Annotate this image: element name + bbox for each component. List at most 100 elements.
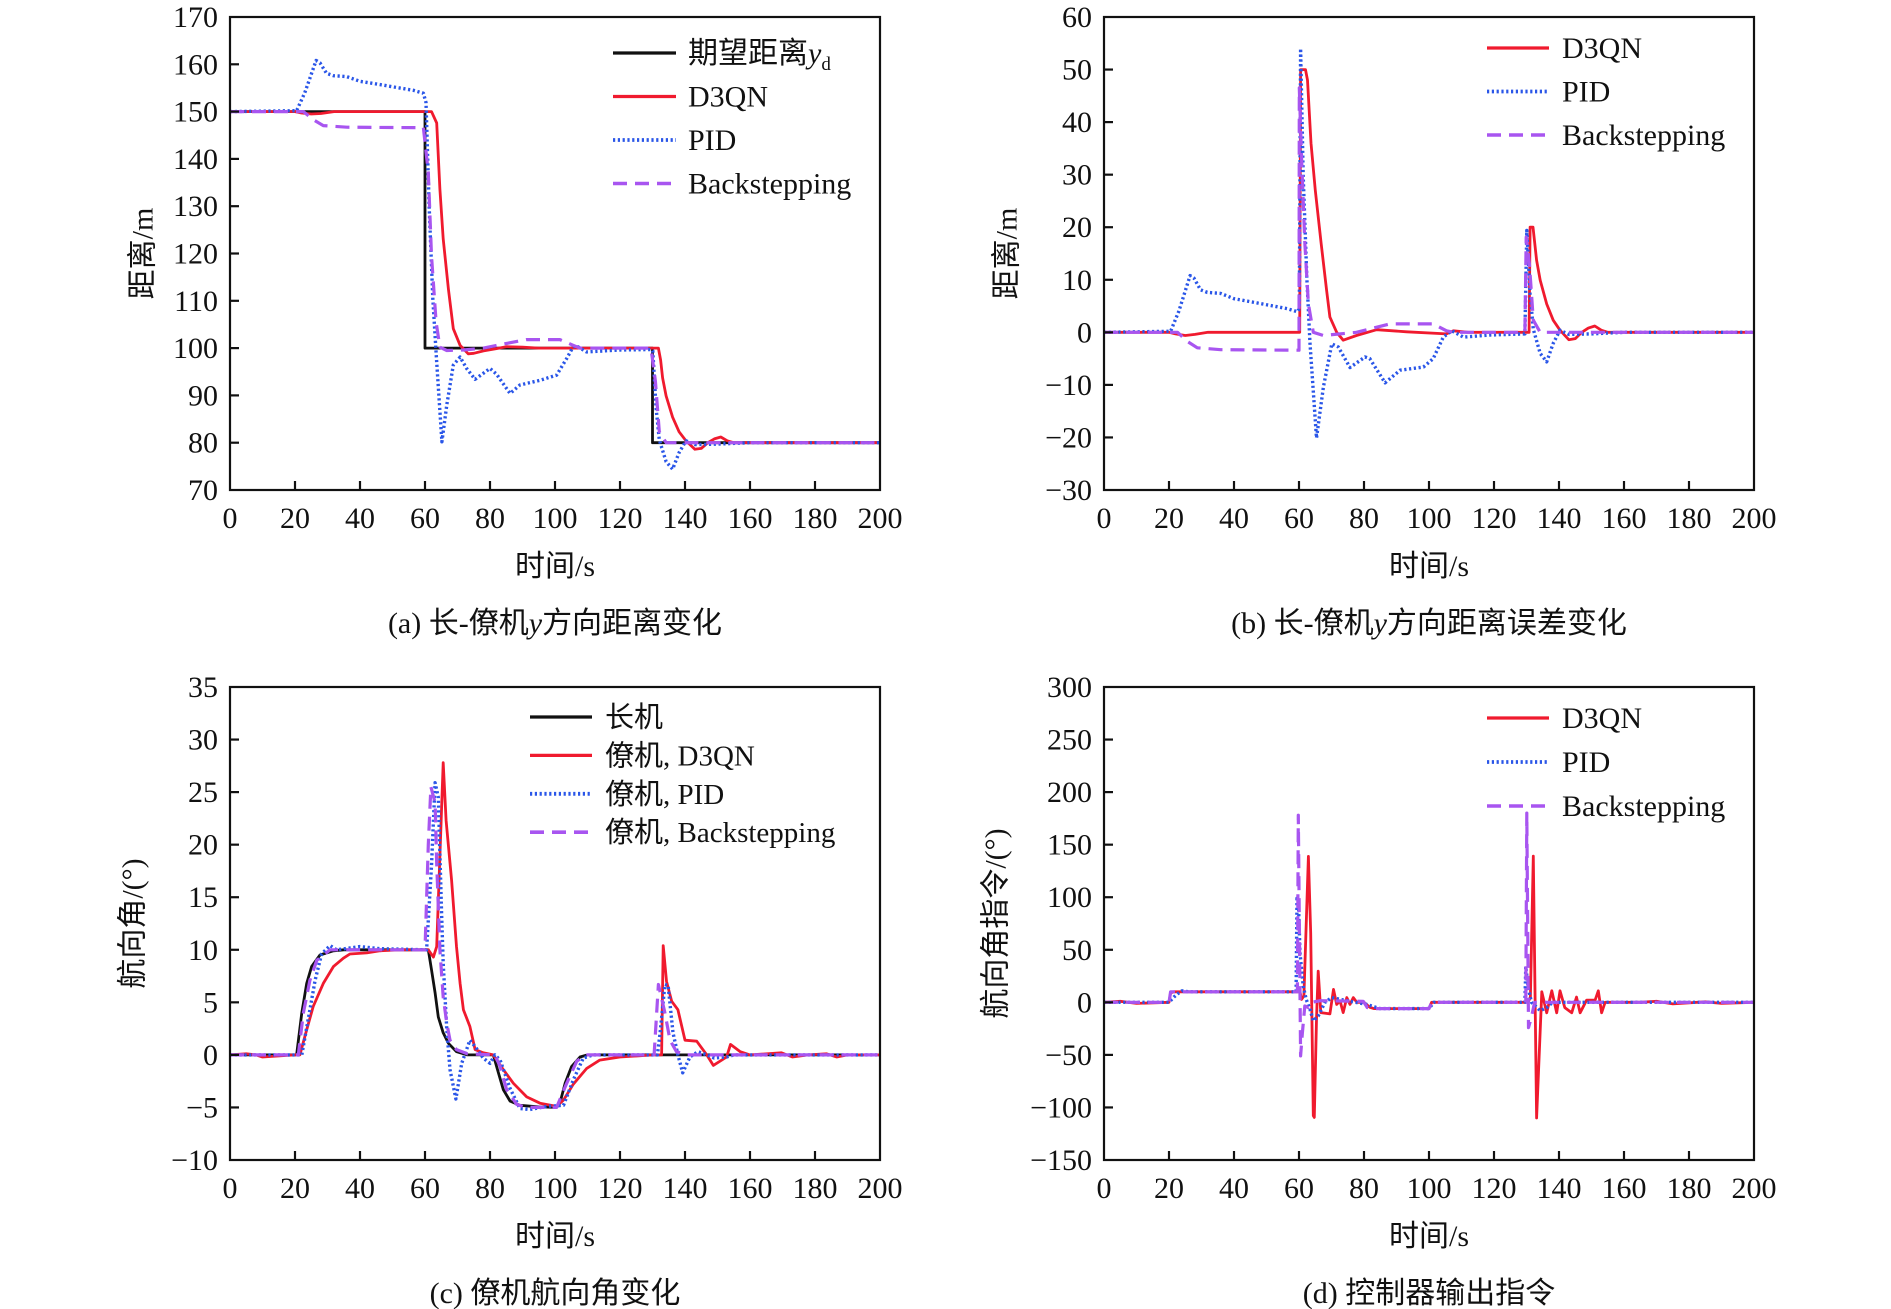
x-tick-label: 140 (1537, 502, 1582, 535)
y-tick-label: −5 (186, 1091, 218, 1124)
x-tick-label: 160 (728, 502, 773, 535)
legend-label: PID (1562, 746, 1610, 779)
series-line-d3qn (230, 761, 880, 1108)
y-tick-label: 15 (188, 881, 218, 914)
legend-item-backstepping: Backstepping (613, 168, 851, 201)
x-tick-label: 20 (1154, 1172, 1184, 1205)
y-tick-label: −150 (1030, 1144, 1092, 1177)
legend-item-pid: PID (1487, 746, 1610, 779)
series-line-backstepping (1104, 86, 1754, 352)
legend-label: Backstepping (688, 168, 851, 201)
text-part: Backstepping (1562, 790, 1725, 823)
x-tick-label: 200 (1732, 1172, 1777, 1205)
x-tick-label: 80 (475, 1172, 505, 1205)
legend: D3QN PID Backstepping (1487, 32, 1725, 152)
x-tick-label: 60 (1284, 502, 1314, 535)
text-part: (d) 控制器输出指令 (1303, 1277, 1555, 1309)
legend-item-backstepping: Backstepping (1487, 119, 1725, 152)
chart-panel-c: 0 20 40 60 80 100 120 140 160 180 200 −10 −5 0 5 10 15 20… (117, 671, 903, 1309)
text-part: PID (688, 124, 736, 157)
x-tick-label: 80 (475, 502, 505, 535)
legend-item-d3qn: D3QN (613, 81, 768, 114)
x-tick-label: 60 (410, 502, 440, 535)
text-part: Backstepping (688, 168, 851, 201)
x-tick-label: 40 (345, 1172, 375, 1205)
y-tick-label: −30 (1045, 474, 1092, 507)
series-line-pid (1104, 46, 1754, 440)
chart-caption: (b) 长-僚机y方向距离误差变化 (1231, 607, 1627, 640)
x-tick-label: 100 (533, 1172, 578, 1205)
y-tick-label: 10 (1062, 264, 1092, 297)
legend-item-pid: PID (1487, 76, 1610, 109)
plot-frame (228, 685, 882, 1162)
y-tick-label: 20 (1062, 211, 1092, 244)
series-line-desired (230, 110, 880, 445)
x-tick-label: 140 (663, 502, 708, 535)
subscript-text: d (821, 54, 831, 75)
series-line-d3qn (1104, 68, 1754, 342)
x-tick-label: 160 (1602, 1172, 1647, 1205)
x-axis-title: 时间/s (515, 1220, 595, 1253)
x-tick-label: 0 (223, 502, 238, 535)
text-part: D3QN (1562, 702, 1642, 735)
legend-label: D3QN (688, 81, 768, 114)
text-part: 僚机, Backstepping (605, 816, 835, 849)
x-tick-label: 60 (1284, 1172, 1314, 1205)
x-axis-title: 时间/s (515, 550, 595, 583)
y-tick-label: 170 (173, 1, 218, 34)
legend-item-d3qn: D3QN (1487, 702, 1642, 735)
x-tick-label: 120 (598, 502, 643, 535)
x-tick-label: 180 (1667, 502, 1712, 535)
x-tick-label: 160 (728, 1172, 773, 1205)
legend-label: 僚机, PID (605, 778, 724, 811)
legend-label: D3QN (1562, 702, 1642, 735)
y-tick-label: 150 (173, 96, 218, 129)
x-tick-label: 180 (793, 502, 838, 535)
text-part: 方向距离变化 (542, 607, 722, 640)
series-line-backstepping (230, 785, 880, 1109)
legend: D3QN PID Backstepping (1487, 702, 1725, 823)
text-part: (c) 僚机航向角变化 (430, 1277, 681, 1309)
chart-panel-b: 0 20 40 60 80 100 120 140 160 180 200 −30 −20 −10 0 10 2… (991, 1, 1777, 640)
x-axis-title: 时间/s (1389, 550, 1469, 583)
x-tick-label: 80 (1349, 1172, 1379, 1205)
text-part: Backstepping (1562, 119, 1725, 152)
series-line-leader (230, 948, 880, 1109)
chart-caption: (d) 控制器输出指令 (1303, 1277, 1555, 1309)
y-tick-label: 250 (1047, 724, 1092, 757)
legend-item-d3qn: D3QN (1487, 32, 1642, 65)
x-tick-label: 200 (858, 502, 903, 535)
text-part: 期望距离 (688, 37, 808, 70)
x-tick-label: 60 (410, 1172, 440, 1205)
series-line-pid (230, 781, 880, 1112)
y-tick-label: 130 (173, 190, 218, 223)
text-part: (b) 长-僚机 (1231, 607, 1373, 640)
x-tick-label: 20 (280, 1172, 310, 1205)
y-tick-label: 160 (173, 48, 218, 81)
x-tick-label: 40 (345, 502, 375, 535)
y-tick-label: 40 (1062, 106, 1092, 139)
x-tick-label: 120 (1472, 502, 1517, 535)
chart-panel-a: 0 20 40 60 80 100 120 140 160 180 200 70 80 90 100 110 1… (127, 1, 903, 640)
legend-item-backstepping: 僚机, Backstepping (530, 816, 835, 849)
legend: 期望距离yd D3QN PID Backstepping (613, 37, 851, 201)
y-tick-label: 35 (188, 671, 218, 704)
x-tick-label: 0 (223, 1172, 238, 1205)
plot-frame (228, 15, 882, 492)
y-tick-label: −50 (1045, 1039, 1092, 1072)
y-tick-label: −10 (171, 1144, 218, 1177)
italic-text: y (1371, 607, 1388, 640)
y-tick-label: 5 (203, 986, 218, 1019)
y-tick-label: 0 (1077, 986, 1092, 1019)
chart-panel-d: 0 20 40 60 80 100 120 140 160 180 200 −150 −100 −50 0 5… (980, 671, 1777, 1309)
text-part: D3QN (688, 81, 768, 114)
legend-label: D3QN (1562, 32, 1642, 65)
x-tick-label: 180 (1667, 1172, 1712, 1205)
y-tick-label: 20 (188, 829, 218, 862)
y-tick-label: 300 (1047, 671, 1092, 704)
x-tick-label: 200 (858, 1172, 903, 1205)
y-tick-label: 140 (173, 143, 218, 176)
y-tick-label: 120 (173, 238, 218, 271)
y-axis-title: 航向角指令/(°) (980, 828, 1013, 1018)
y-tick-label: 100 (173, 332, 218, 365)
